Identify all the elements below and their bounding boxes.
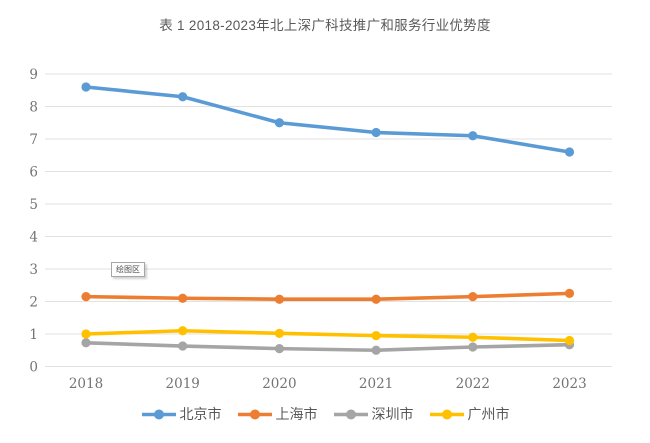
legend-item-shanghai[interactable]: 上海市: [237, 404, 318, 424]
legend-marker-icon-shanghai: [237, 409, 272, 419]
series-marker-shenzhen-2021[interactable]: [371, 345, 381, 355]
series-marker-shanghai-2022[interactable]: [468, 292, 478, 302]
x-axis-tick-2018: 2018: [69, 376, 103, 392]
legend-marker-icon-beijing: [141, 409, 176, 419]
series-marker-guangzhou-2022[interactable]: [468, 332, 478, 342]
y-axis-tick-1: 1: [29, 327, 38, 343]
legend-marker-icon-shenzhen: [333, 409, 368, 419]
series-line-shanghai[interactable]: [84, 291, 572, 302]
x-axis-tick-2019: 2019: [166, 376, 200, 392]
y-axis-tick-6: 6: [29, 165, 38, 181]
chart-title: 表 1 2018-2023年北上深广科技推广和服务行业优势度: [159, 18, 491, 33]
x-axis-tick-2021: 2021: [359, 376, 393, 392]
series-marker-guangzhou-2020[interactable]: [274, 328, 284, 338]
series-line-guangzhou[interactable]: [84, 328, 572, 343]
legend-item-shenzhen[interactable]: 深圳市: [333, 404, 414, 424]
x-axis-tick-2022: 2022: [456, 376, 490, 392]
series-marker-shanghai-2019[interactable]: [178, 293, 188, 303]
series-marker-shanghai-2021[interactable]: [371, 294, 381, 304]
series-line-beijing[interactable]: [84, 85, 572, 154]
y-axis-tick-2: 2: [29, 295, 38, 311]
series-marker-guangzhou-2019[interactable]: [178, 326, 188, 336]
series-marker-shenzhen-2018[interactable]: [81, 338, 91, 348]
series-marker-shanghai-2020[interactable]: [274, 294, 284, 304]
x-axis-tick-2020: 2020: [262, 376, 296, 392]
legend-item-guangzhou[interactable]: 广州市: [429, 404, 510, 424]
chart-legend: 北京市 上海市 深圳市 广州市: [0, 402, 650, 426]
series-marker-shenzhen-2019[interactable]: [178, 341, 188, 351]
series-marker-beijing-2018[interactable]: [81, 82, 91, 92]
series-marker-beijing-2020[interactable]: [274, 118, 284, 128]
legend-label-guangzhou: 广州市: [467, 406, 510, 422]
y-axis-tick-9: 9: [29, 67, 38, 83]
series-marker-guangzhou-2023[interactable]: [564, 335, 575, 346]
plot-area-tooltip-label: 绘图区: [116, 265, 140, 274]
series-marker-guangzhou-2021[interactable]: [371, 331, 381, 341]
series-marker-shanghai-2018[interactable]: [81, 292, 91, 302]
series-marker-guangzhou-2018[interactable]: [81, 329, 91, 339]
legend-marker-icon-guangzhou: [429, 409, 464, 419]
legend-label-shenzhen: 深圳市: [371, 406, 414, 422]
series-marker-beijing-2021[interactable]: [371, 127, 381, 138]
series-marker-beijing-2022[interactable]: [468, 131, 478, 141]
legend-label-beijing: 北京市: [179, 406, 222, 422]
series-marker-beijing-2019[interactable]: [178, 92, 188, 102]
plot-area-tooltip: 绘图区: [111, 262, 145, 277]
legend-label-shanghai: 上海市: [275, 406, 318, 422]
y-axis-tick-7: 7: [29, 132, 38, 148]
legend-item-beijing[interactable]: 北京市: [141, 404, 222, 424]
series-marker-shenzhen-2022[interactable]: [468, 342, 478, 352]
series-marker-beijing-2023[interactable]: [564, 147, 575, 157]
y-axis-tick-8: 8: [29, 100, 38, 116]
y-axis-tick-3: 3: [29, 262, 38, 278]
y-axis-tick-5: 5: [29, 197, 38, 213]
series-marker-shanghai-2023[interactable]: [564, 288, 575, 298]
y-axis-tick-4: 4: [29, 230, 38, 246]
x-axis-tick-2023: 2023: [552, 376, 586, 392]
series-marker-shenzhen-2020[interactable]: [274, 344, 284, 354]
y-axis-tick-0: 0: [29, 360, 38, 376]
series-line-shenzhen[interactable]: [84, 340, 572, 353]
